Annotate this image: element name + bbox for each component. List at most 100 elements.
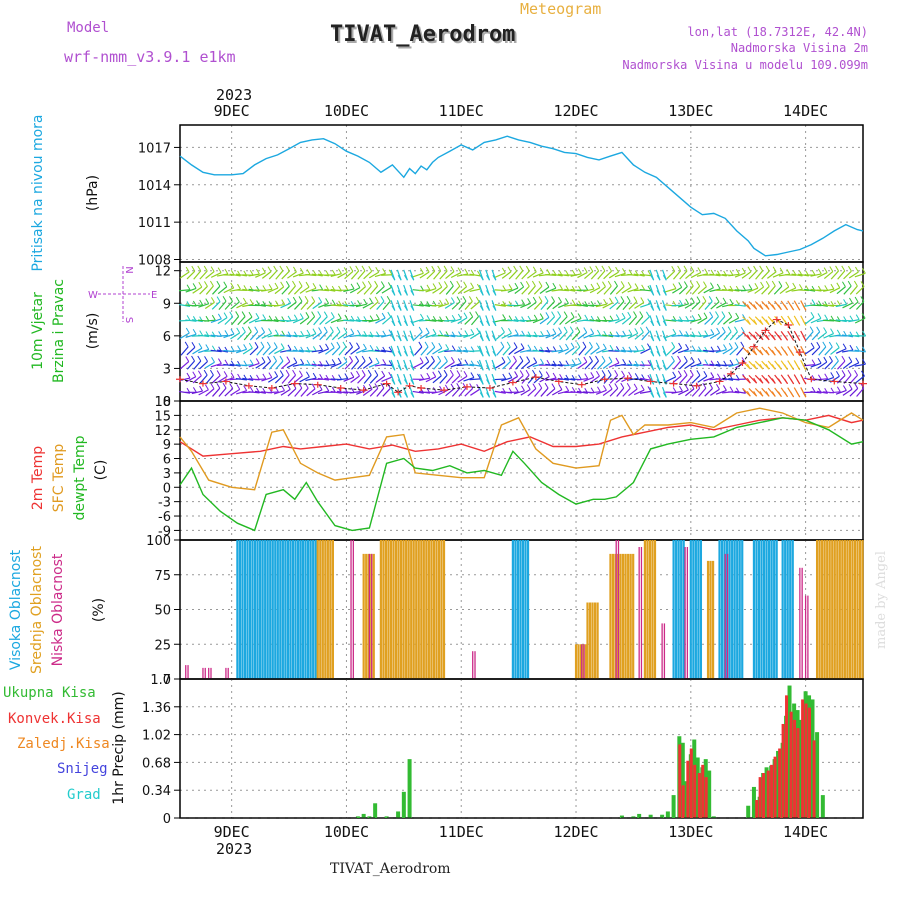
wind-barb-flag — [391, 335, 396, 342]
wind-barb-flag — [486, 290, 490, 296]
wind-barb — [444, 301, 455, 309]
wind-barb-flag — [601, 355, 606, 362]
wind-barb-flag — [369, 315, 374, 321]
wind-barb — [673, 360, 682, 370]
wind-barb-flag — [344, 284, 349, 291]
wind-barb-flag — [280, 281, 285, 288]
wind-barb-flag — [375, 266, 380, 273]
wind-barb — [299, 334, 311, 338]
wind-barb — [849, 374, 858, 384]
wind-barb-flag — [802, 320, 807, 326]
wind-barb-flag — [796, 391, 801, 398]
wind-barb-flag — [456, 382, 461, 389]
wind-barb-flag — [539, 313, 544, 319]
wind-speed-marker — [198, 380, 207, 387]
wind-barb-flag — [778, 334, 782, 341]
watermark: made by Angel — [874, 551, 889, 649]
y-tick-label: 1.02 — [142, 729, 171, 744]
wind-barb-flag — [312, 328, 317, 334]
wind-barb-flag — [672, 328, 677, 335]
wind-barb — [722, 347, 733, 355]
wind-barb — [191, 319, 203, 323]
wind-barb-flag — [470, 372, 475, 378]
wind-barb — [248, 273, 260, 277]
wind-barb-flag — [391, 379, 396, 385]
wind-barb — [267, 287, 279, 294]
wind-barb — [836, 286, 846, 295]
wind-barb-flag — [828, 341, 833, 348]
temp-2m-label: 2m Temp — [30, 446, 46, 510]
wind-barb — [697, 317, 708, 324]
wind-barb — [501, 271, 512, 279]
wind-barb-flag — [683, 369, 688, 376]
wind-barb-flag — [860, 296, 865, 302]
wind-barb-flag — [293, 357, 298, 363]
wind-barb — [848, 362, 860, 369]
wind-barb — [420, 346, 429, 356]
wind-barb — [577, 271, 588, 279]
wind-barb-flag — [375, 314, 380, 320]
wind-barb — [287, 271, 297, 279]
wind-barb — [368, 362, 380, 368]
temp-dewpt-label: dewpt Temp — [72, 435, 88, 520]
wind-barb — [280, 334, 292, 338]
wind-barb — [186, 270, 196, 280]
wind-barb — [312, 389, 323, 396]
wind-barb-flag — [778, 350, 782, 356]
wind-barb-flag — [746, 334, 751, 340]
precip-conv-bar — [689, 748, 693, 818]
wind-barb — [457, 317, 468, 325]
wind-barb-flag — [397, 335, 402, 342]
wind-barb — [382, 316, 392, 325]
wind-barb-flag — [363, 298, 368, 305]
wind-barb-flag — [254, 341, 259, 348]
precip-total-bar — [799, 719, 804, 818]
wind-barb — [540, 300, 549, 311]
wind-barb-flag — [862, 358, 866, 365]
wind-speed-marker — [267, 384, 276, 391]
wind-barb-flag — [571, 299, 576, 305]
wind-barb — [513, 304, 525, 307]
wind-barb-flag — [690, 297, 695, 303]
wind-barb-flag — [735, 269, 740, 275]
wind-barb — [829, 319, 841, 323]
compass-s-label: S — [123, 317, 134, 323]
wind-barb-flag — [765, 334, 770, 341]
wind-barb — [179, 289, 191, 292]
wind-barb — [218, 387, 227, 397]
wind-barb-flag — [590, 372, 595, 378]
wind-barb-flag — [431, 355, 435, 362]
wind-barb-flag — [479, 350, 484, 357]
wind-barb — [204, 319, 216, 322]
wind-barb-flag — [367, 280, 372, 287]
wind-barb-flag — [584, 314, 589, 321]
wind-barb — [306, 316, 316, 326]
wind-barb — [564, 288, 576, 292]
precip-legend-3: Snijeg — [57, 761, 108, 777]
wind-barb-flag — [540, 358, 544, 365]
wind-barb — [538, 349, 550, 353]
wind-barb — [570, 362, 582, 368]
wind-barb — [602, 388, 613, 396]
wind-barb — [432, 286, 443, 294]
wind-barb — [722, 303, 734, 308]
wind-speed-marker — [859, 380, 867, 387]
wind-barb-flag — [374, 280, 379, 287]
wind-barb-flag — [388, 371, 393, 378]
wind-barb — [185, 319, 197, 322]
wind-barb — [267, 319, 279, 323]
wind-barb — [583, 319, 595, 322]
wind-barb — [622, 300, 631, 311]
precip-conv-bar — [770, 764, 774, 818]
wind-barb-flag — [457, 358, 462, 364]
wind-speed-marker — [577, 381, 586, 388]
wind-barb-flag — [204, 281, 208, 287]
y-tick-label: 0.34 — [142, 784, 171, 799]
wind-barb-flag — [790, 364, 795, 371]
wind-barb — [223, 287, 235, 294]
wind-barb — [576, 303, 588, 307]
wind-barb-flag — [304, 295, 309, 302]
wind-barb-flag — [746, 349, 751, 356]
wind-barb — [274, 286, 285, 295]
